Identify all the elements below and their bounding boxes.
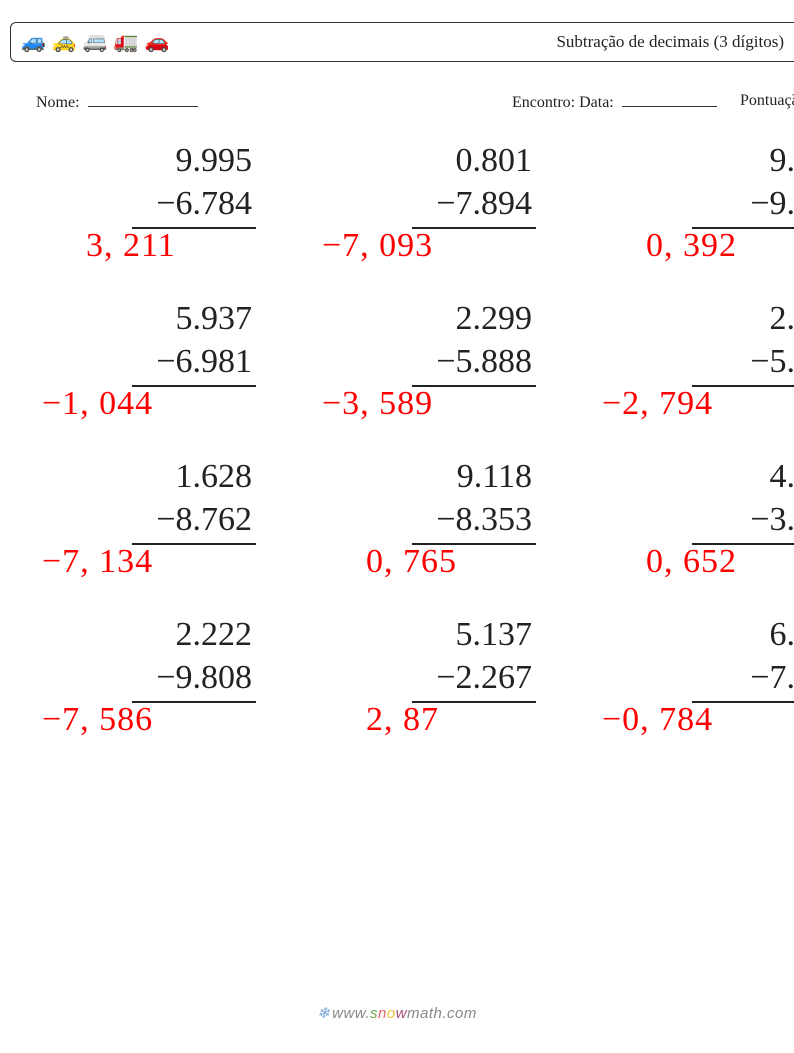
- problem-cell: 9.118−8.3530, 765: [322, 456, 602, 614]
- answer: −0, 784: [602, 701, 794, 739]
- date-text: Encontro: Data:: [512, 94, 614, 111]
- truck-icon: 🚛: [114, 32, 139, 52]
- vehicle-icons: 🚙 🚕 🚐 🚛 🚗: [21, 32, 170, 52]
- answer: −2, 794: [602, 385, 794, 423]
- url-prefix: www.: [332, 1005, 370, 1022]
- problem-cell: 5.137−2.2672, 87: [322, 614, 602, 772]
- car-icon: 🚙: [21, 32, 46, 52]
- problem-cell: 4.3−3.70, 652: [602, 456, 794, 614]
- problem-cell: 2.7−5.5−2, 794: [602, 298, 794, 456]
- minuend: 2.299: [322, 298, 542, 341]
- answer: −7, 134: [42, 543, 262, 581]
- brand-s: s: [370, 1005, 378, 1022]
- subtrahend: −3.7: [602, 499, 794, 542]
- subtrahend: −6.981: [42, 341, 262, 384]
- problem-cell: 6.7−7.5−0, 784: [602, 614, 794, 772]
- problem-cell: 0.801−7.894−7, 093: [322, 140, 602, 298]
- subtrahend: −6.784: [42, 183, 262, 226]
- brand-o: o: [387, 1005, 396, 1022]
- score-label: Pontuação:: [740, 92, 794, 110]
- subtrahend: −7.5: [602, 657, 794, 700]
- van-icon: 🚐: [83, 32, 108, 52]
- brand-n: n: [378, 1005, 387, 1022]
- answer: −3, 589: [322, 385, 542, 423]
- problem-cell: 2.222−9.808−7, 586: [42, 614, 322, 772]
- subtrahend: −9.5: [602, 183, 794, 226]
- subtrahend: −5.888: [322, 341, 542, 384]
- minuend: 9.9: [602, 140, 794, 183]
- name-blank: [88, 92, 198, 107]
- header-box: 🚙 🚕 🚐 🚛 🚗 Subtração de decimais (3 dígit…: [10, 22, 794, 62]
- date-label: Encontro: Data:: [512, 92, 717, 112]
- problem-cell: 2.299−5.888−3, 589: [322, 298, 602, 456]
- problem-cell: 1.628−8.762−7, 134: [42, 456, 322, 614]
- minuend: 5.937: [42, 298, 262, 341]
- minuend: 2.222: [42, 614, 262, 657]
- footer: ❄www.snowmath.com: [0, 1004, 794, 1023]
- minuend: 9.995: [42, 140, 262, 183]
- minuend: 9.118: [322, 456, 542, 499]
- minuend: 1.628: [42, 456, 262, 499]
- subtrahend: −2.267: [322, 657, 542, 700]
- footer-url: ❄www.snowmath.com: [317, 1005, 477, 1022]
- name-label: Nome:: [36, 92, 198, 112]
- answer: 0, 652: [602, 543, 794, 581]
- subtrahend: −8.353: [322, 499, 542, 542]
- subtrahend: −5.5: [602, 341, 794, 384]
- answer: 2, 87: [322, 701, 542, 739]
- taxi-icon: 🚕: [52, 32, 77, 52]
- subtrahend: −8.762: [42, 499, 262, 542]
- answer: 0, 765: [322, 543, 542, 581]
- worksheet-title: Subtração de decimais (3 dígitos): [556, 32, 784, 52]
- subtrahend: −7.894: [322, 183, 542, 226]
- problem-cell: 9.995−6.7843, 211: [42, 140, 322, 298]
- answer: −7, 586: [42, 701, 262, 739]
- sportscar-icon: 🚗: [145, 32, 170, 52]
- answer: 0, 392: [602, 227, 794, 265]
- minuend: 2.7: [602, 298, 794, 341]
- problem-grid: 9.995−6.7843, 2110.801−7.894−7, 0939.9−9…: [42, 140, 794, 772]
- subtrahend: −9.808: [42, 657, 262, 700]
- problem-cell: 9.9−9.50, 392: [602, 140, 794, 298]
- minuend: 4.3: [602, 456, 794, 499]
- problem-cell: 5.937−6.981−1, 044: [42, 298, 322, 456]
- minuend: 5.137: [322, 614, 542, 657]
- score-text: Pontuação:: [740, 92, 794, 109]
- info-row: Nome: Encontro: Data: Pontuação:: [36, 92, 794, 112]
- minuend: 0.801: [322, 140, 542, 183]
- date-blank: [622, 92, 717, 107]
- answer: −7, 093: [322, 227, 542, 265]
- answer: −1, 044: [42, 385, 262, 423]
- brand-w: w: [396, 1005, 407, 1022]
- snowflake-icon: ❄: [317, 1005, 330, 1022]
- name-text: Nome:: [36, 94, 80, 111]
- answer: 3, 211: [42, 227, 262, 265]
- minuend: 6.7: [602, 614, 794, 657]
- url-suffix: math.com: [407, 1005, 477, 1022]
